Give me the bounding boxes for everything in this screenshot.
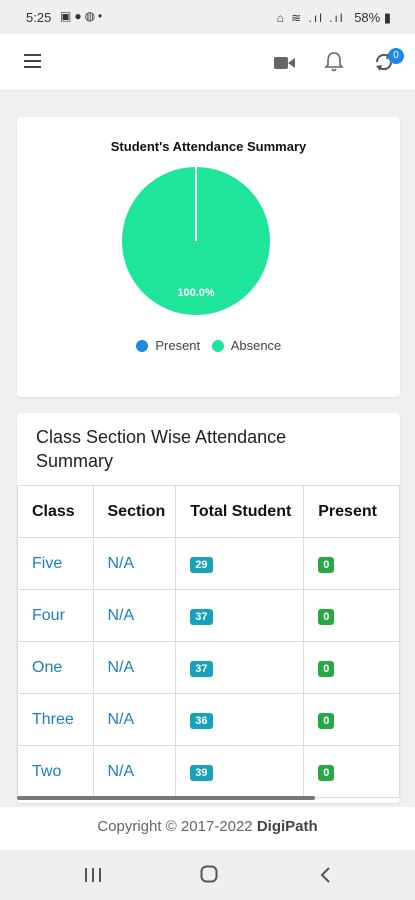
app-toolbar (0, 34, 415, 91)
status-notification-icons: ▣●◍• (60, 9, 106, 23)
class-link[interactable]: One (17, 641, 94, 694)
present-badge: 0 (318, 764, 335, 781)
legend-label-present: Present (155, 338, 201, 353)
total-cell: 37 (175, 589, 305, 642)
present-badge: 0 (318, 556, 335, 573)
recent-apps-icon[interactable] (84, 867, 102, 888)
present-badge: 0 (318, 660, 335, 677)
total-cell: 37 (175, 641, 305, 694)
copyright-text: Copyright © 2017-2022 (97, 818, 253, 835)
status-right: ⌂ ≋ .ıl .ıl 58% ▮ (277, 10, 391, 26)
notification-badge: 0 (388, 48, 404, 64)
chart-title: Student's Attendance Summary (110, 139, 307, 154)
attendance-table: Class Section Total Student Present Five… (17, 485, 400, 798)
class-link[interactable]: Two (17, 745, 94, 798)
table-row: One N/A 37 0 (17, 641, 400, 694)
present-cell: 0 (303, 537, 400, 590)
table-row: Five N/A 29 0 (17, 537, 400, 590)
total-cell: 36 (175, 693, 305, 746)
class-link[interactable]: Three (17, 693, 94, 746)
class-attendance-card: Class Section Wise Attendance Summary Cl… (17, 413, 400, 803)
chart-legend: Present Absence (17, 338, 400, 353)
present-cell: 0 (303, 589, 400, 642)
legend-label-absence: Absence (230, 338, 282, 353)
status-bar: 5:25 ▣●◍• ⌂ ≋ .ıl .ıl 58% ▮ (0, 0, 415, 34)
header-present: Present (303, 485, 400, 538)
attendance-chart-card: Student's Attendance Summary 100.0% Pres… (17, 117, 400, 397)
legend-item-absence[interactable]: Absence (211, 338, 282, 353)
table-header-row: Class Section Total Student Present (17, 485, 400, 538)
total-badge: 39 (190, 764, 213, 781)
header-class: Class (17, 485, 94, 538)
attendance-pie-chart: 100.0% (122, 167, 270, 315)
total-badge: 37 (190, 608, 213, 625)
pie-data-label: 100.0% (177, 287, 215, 299)
horizontal-scrollbar[interactable] (17, 796, 315, 800)
back-icon[interactable] (318, 866, 332, 889)
total-badge: 36 (190, 712, 213, 729)
table-title: Class Section Wise Attendance Summary (36, 427, 287, 471)
present-badge: 0 (318, 712, 335, 729)
present-cell: 0 (303, 641, 400, 694)
total-badge: 37 (190, 660, 213, 677)
total-cell: 39 (175, 745, 305, 798)
table-row: Four N/A 37 0 (17, 589, 400, 642)
table-row: Three N/A 36 0 (17, 693, 400, 746)
section-link[interactable]: N/A (92, 641, 177, 694)
system-nav-bar (0, 850, 415, 900)
total-badge: 29 (190, 556, 213, 573)
home-icon[interactable] (200, 865, 218, 888)
section-link[interactable]: N/A (92, 693, 177, 746)
present-cell: 0 (303, 693, 400, 746)
class-link[interactable]: Five (17, 537, 94, 590)
legend-item-present[interactable]: Present (135, 338, 201, 353)
video-icon[interactable] (274, 55, 296, 76)
legend-dot-present (135, 340, 148, 352)
class-link[interactable]: Four (17, 589, 94, 642)
present-badge: 0 (318, 608, 335, 625)
header-total-student: Total Student (175, 485, 305, 538)
menu-icon[interactable] (24, 54, 41, 68)
signal-icon: ⌂ ≋ .ıl .ıl (276, 11, 345, 25)
header-section: Section (92, 485, 177, 538)
battery-icon: ▮ (383, 10, 391, 25)
present-cell: 0 (303, 745, 400, 798)
footer: Copyright © 2017-2022 DigiPath (0, 807, 415, 850)
section-link[interactable]: N/A (92, 589, 177, 642)
legend-dot-absence (211, 340, 224, 352)
section-link[interactable]: N/A (92, 537, 177, 590)
section-link[interactable]: N/A (92, 745, 177, 798)
table-row: Two N/A 39 0 (17, 745, 400, 798)
bell-icon[interactable] (324, 51, 344, 78)
brand-name: DigiPath (256, 818, 318, 835)
status-time: 5:25 (26, 10, 52, 25)
battery-level: 58% (354, 10, 381, 25)
total-cell: 29 (175, 537, 305, 590)
